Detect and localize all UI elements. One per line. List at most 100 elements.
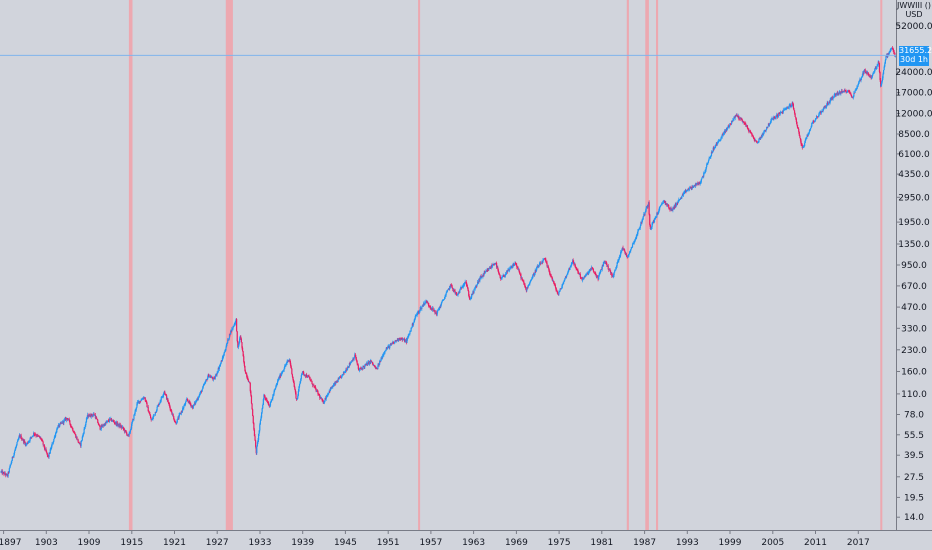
candle-504	[299, 381, 301, 385]
candle-435	[258, 429, 260, 436]
candle-40	[24, 439, 26, 444]
candle-1093	[649, 213, 651, 227]
candle-1322	[785, 107, 787, 111]
candle-427	[253, 427, 256, 437]
candle-1036	[615, 267, 617, 271]
candle-439	[260, 412, 263, 419]
candle-1185	[703, 172, 705, 175]
candle-1265	[751, 132, 753, 137]
time-axis[interactable]: 1897 1903 1909 1915 1921 1927 1933 1939 1945 1951…	[0, 530, 870, 548]
x-tick-label-6: 1933	[249, 538, 272, 548]
candle-442	[262, 398, 264, 406]
candle-1110	[659, 206, 661, 211]
candle-248	[147, 404, 149, 412]
candle-669	[397, 337, 399, 342]
candle-1188	[705, 166, 707, 172]
candle-964	[572, 258, 574, 263]
candle-899	[534, 272, 536, 277]
candle-714	[424, 300, 426, 306]
scale-label[interactable]: JWWIII () USD	[896, 1, 932, 19]
y-tick-label-14: 330.0	[901, 324, 927, 334]
candle-593	[352, 357, 354, 362]
candle-1246	[739, 117, 742, 121]
candle-1467	[871, 77, 873, 80]
candle-228	[135, 407, 137, 412]
candle-948	[563, 281, 565, 285]
candle-416	[247, 376, 249, 381]
y-tick-label-12: 670.0	[901, 282, 927, 292]
x-tick-label-13: 1975	[548, 538, 571, 548]
candle-311	[185, 401, 187, 407]
candle-489	[290, 364, 292, 370]
candle-1101	[653, 218, 656, 223]
candle-1290	[766, 126, 768, 130]
candle-723	[429, 304, 431, 310]
highlight-band-5	[656, 0, 659, 530]
candle-320	[190, 402, 192, 408]
candle-267	[158, 402, 161, 405]
candle-246	[146, 401, 148, 408]
candle-186	[110, 417, 113, 422]
candle-961	[570, 262, 572, 268]
x-tick-label-3: 1915	[120, 538, 143, 548]
y-tick-label-7: 4350.0	[898, 170, 930, 180]
candle-1466	[870, 75, 872, 80]
candle-306	[182, 406, 184, 414]
candle-398	[236, 331, 238, 343]
candle-268	[159, 399, 161, 404]
candle-1050	[623, 248, 625, 251]
y-tick-label-10: 1350.0	[898, 240, 930, 250]
x-tick-label-2: 1909	[78, 538, 101, 548]
candle-14	[8, 467, 10, 474]
candle-165	[98, 423, 100, 426]
candle-1367	[811, 121, 813, 124]
candle-474	[281, 370, 283, 375]
candle-448	[266, 397, 268, 403]
candle-865	[513, 263, 516, 266]
candle-1180	[700, 178, 702, 184]
candle-788	[468, 289, 470, 297]
candle-629	[373, 364, 375, 367]
candle-424	[252, 408, 254, 417]
candle-900	[534, 268, 536, 276]
candle-428	[254, 434, 256, 441]
candle-524	[311, 380, 313, 385]
candle-781	[463, 282, 466, 287]
y-tick-label-17: 110.0	[901, 390, 927, 400]
candle-1150	[682, 191, 685, 198]
candle-735	[436, 310, 438, 317]
candle-574	[341, 375, 343, 379]
candle-466	[277, 378, 279, 385]
candle-1043	[619, 255, 621, 258]
candle-555	[329, 386, 332, 392]
candle-576	[342, 374, 344, 376]
candle-478	[284, 364, 286, 369]
candle-159	[94, 413, 96, 420]
candle-545	[323, 400, 326, 405]
candle-1487	[883, 69, 885, 75]
candle-527	[313, 383, 315, 388]
candle-462	[274, 388, 276, 391]
candle-997	[592, 267, 594, 270]
candle-147	[87, 413, 89, 419]
price-axis[interactable]: 52000.0 24000.0 17000.0 12000.0 8500.0 6100.0…	[895, 22, 932, 523]
candle-16	[9, 464, 12, 468]
candle-52	[31, 436, 33, 439]
highlight-band-1	[225, 0, 233, 530]
candle-807	[479, 276, 481, 283]
candle-141	[84, 426, 86, 430]
candle-1033	[613, 271, 615, 278]
candle-440	[261, 407, 263, 414]
candle-1260	[748, 128, 750, 134]
candle-86	[51, 442, 53, 448]
candle-1105	[656, 211, 658, 219]
last-price-tag: 31655.2 30d 1h	[899, 46, 932, 66]
candle-1085	[644, 211, 646, 217]
candle-518	[307, 374, 310, 377]
y-tick-label-4: 12000.0	[895, 109, 932, 119]
candle-958	[569, 267, 571, 270]
candle-929	[551, 276, 553, 282]
candle-387	[230, 329, 232, 335]
candle-70	[41, 439, 44, 442]
